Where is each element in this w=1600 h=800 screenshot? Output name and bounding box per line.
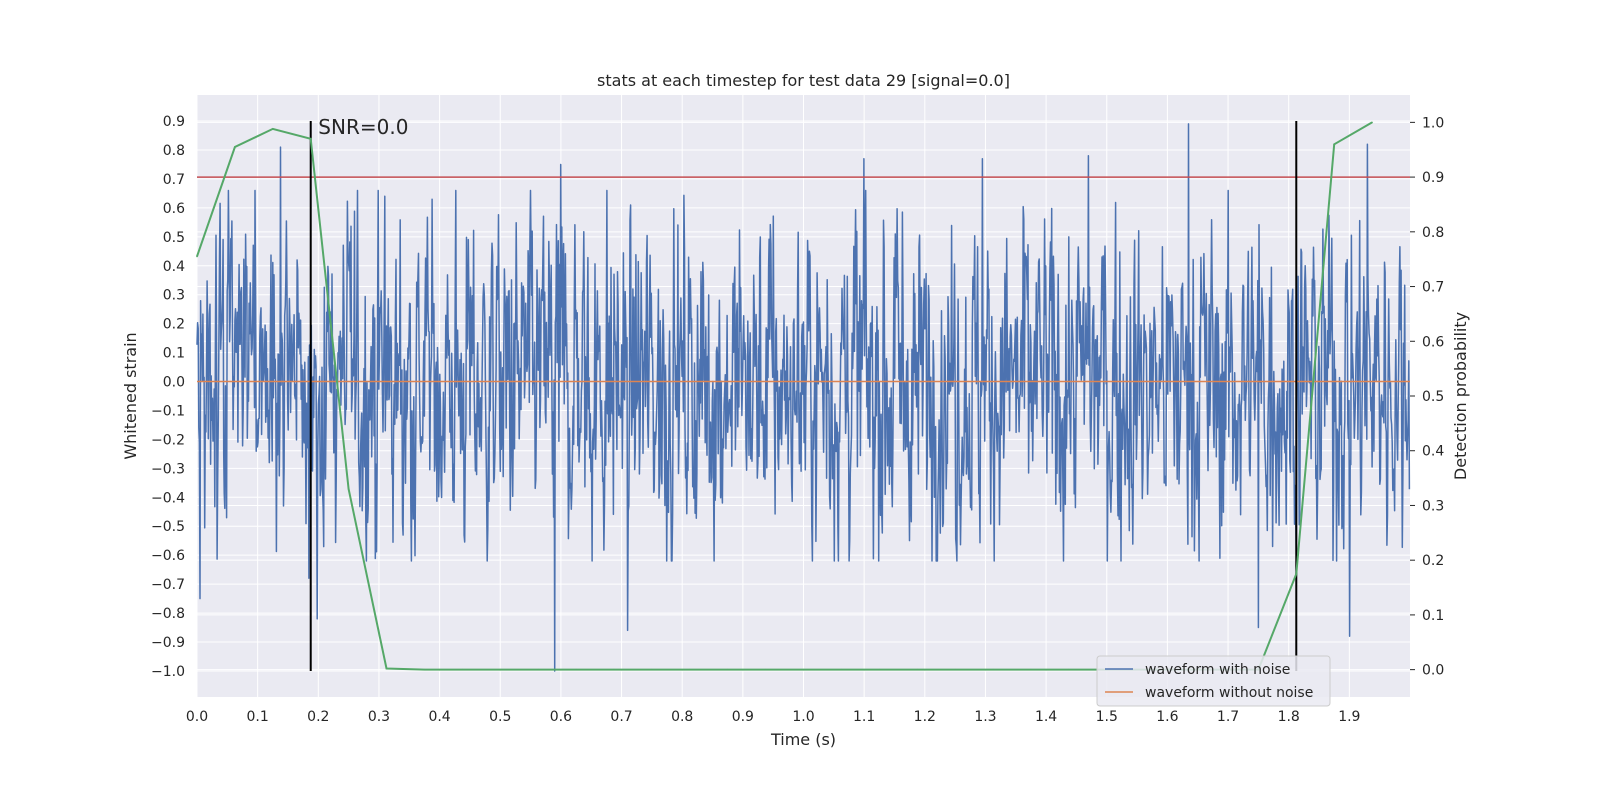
y-tick-label: 0.1 [163, 346, 185, 362]
legend-label-waveform-with-noise: waveform with noise [1145, 662, 1290, 678]
y2-tick-label: 0.0 [1422, 663, 1444, 679]
legend-label-waveform-without-noise: waveform without noise [1145, 685, 1313, 701]
x-axis-label: Time (s) [770, 730, 836, 749]
y2-tick-label: 0.7 [1422, 280, 1444, 296]
detection-probability-point [309, 137, 312, 140]
y-tick-label: −0.3 [151, 461, 185, 477]
detection-probability-point [1371, 121, 1373, 124]
detection-probability-point [688, 668, 691, 671]
x-tick-label: 0.4 [428, 709, 450, 725]
detection-probability-point [499, 668, 502, 671]
x-tick-label: 1.8 [1278, 709, 1300, 725]
y-tick-label: −0.8 [151, 606, 185, 622]
x-tick-label: 0.0 [186, 709, 208, 725]
y-tick-label: −0.9 [151, 635, 185, 651]
x-tick-label: 1.1 [853, 709, 875, 725]
detection-probability-point [878, 668, 881, 671]
y-tick-label: −0.5 [151, 519, 185, 535]
detection-probability-point [916, 668, 919, 671]
y-tick-label: −0.6 [151, 548, 185, 564]
y-tick-label: 0.6 [163, 201, 185, 217]
detection-probability-point [1295, 573, 1298, 575]
x-axis-ticks: 0.0 0.1 0.2 0.3 0.4 0.5 0.6 0.7 0.8 0.9 1.0 1.1 1.2 1… [186, 709, 1361, 725]
detection-probability-point [196, 255, 198, 258]
detection-probability-point [764, 668, 767, 671]
y-tick-label: 0.3 [163, 288, 185, 304]
y2-tick-label: 0.1 [1422, 608, 1444, 624]
x-tick-label: 0.2 [307, 709, 329, 725]
chart-title: stats at each timestep for test data 29 … [597, 71, 1010, 90]
y2-tick-label: 0.5 [1422, 389, 1444, 405]
y-tick-label: 0.0 [163, 375, 185, 391]
detection-probability-point [461, 668, 464, 671]
detection-probability-point [575, 668, 577, 671]
y-axis-label: Whitened strain [121, 332, 140, 459]
x-tick-label: 1.3 [974, 709, 996, 725]
series-waveform-with-noise [196, 123, 1411, 672]
x-tick-label: 0.9 [732, 709, 754, 725]
detection-probability-point [726, 668, 729, 671]
detection-probability-point [802, 668, 805, 671]
x-tick-label: 0.8 [671, 709, 693, 725]
detection-probability-point [537, 668, 539, 671]
y-tick-label: −0.4 [151, 490, 185, 506]
detection-probability-point [385, 667, 388, 670]
y2-tick-label: 0.8 [1422, 225, 1444, 241]
detection-probability-point [272, 128, 274, 130]
x-tick-label: 1.2 [914, 709, 936, 725]
y-tick-label: 0.5 [163, 230, 185, 246]
x-tick-label: 0.6 [550, 709, 572, 725]
legend: waveform with noise waveform without noi… [1096, 655, 1331, 707]
y2-axis-ticks: 1.0 0.9 0.8 0.7 0.6 0.5 0.4 0.3 0.2 0.1 0.0 [1410, 115, 1444, 679]
y-tick-label: −0.1 [151, 403, 185, 419]
x-tick-label: 0.3 [368, 709, 390, 725]
detection-probability-point [613, 668, 615, 671]
y-tick-label: 0.9 [163, 114, 185, 130]
x-tick-label: 1.9 [1338, 709, 1360, 725]
x-tick-label: 1.6 [1156, 709, 1178, 725]
y-tick-label: 0.2 [163, 317, 185, 333]
detection-probability-point [1030, 668, 1032, 671]
y2-tick-label: 0.4 [1422, 444, 1444, 460]
detection-probability-point [651, 668, 653, 671]
detection-probability-point [992, 668, 994, 671]
snr-annotation: SNR=0.0 [318, 115, 408, 139]
x-tick-label: 0.1 [247, 709, 269, 725]
y2-tick-label: 0.6 [1422, 334, 1444, 350]
detection-probability-point [954, 668, 956, 671]
detection-probability-point [423, 668, 426, 671]
detection-probability-point [1333, 143, 1335, 146]
y2-tick-label: 0.3 [1422, 498, 1444, 514]
y2-tick-label: 0.2 [1422, 553, 1444, 569]
y-tick-label: −0.7 [151, 577, 185, 593]
y-tick-label: −0.2 [151, 432, 185, 448]
y-axis-ticks: 0.9 0.8 0.7 0.6 0.5 0.4 0.3 0.2 0.1 0.0 −0.1 −0.2 −0… [151, 114, 185, 680]
x-tick-label: 1.0 [792, 709, 814, 725]
detection-probability-point [234, 146, 236, 148]
detection-probability-point [840, 668, 843, 671]
y-tick-label: −1.0 [151, 664, 185, 680]
y2-tick-label: 0.9 [1422, 170, 1444, 186]
y-tick-label: 0.4 [163, 259, 185, 275]
x-tick-label: 1.4 [1035, 709, 1057, 725]
y2-tick-label: 1.0 [1422, 115, 1444, 131]
x-tick-label: 0.7 [610, 709, 632, 725]
x-tick-label: 1.5 [1096, 709, 1118, 725]
detection-probability-point [1068, 668, 1070, 671]
legend-box [1096, 655, 1331, 707]
x-tick-label: 0.5 [489, 709, 511, 725]
x-tick-label: 1.7 [1217, 709, 1239, 725]
y-tick-label: 0.8 [163, 143, 185, 159]
y-tick-label: 0.7 [163, 172, 185, 188]
y2-axis-label: Detection probability [1451, 312, 1470, 480]
detection-probability-point [347, 488, 350, 490]
